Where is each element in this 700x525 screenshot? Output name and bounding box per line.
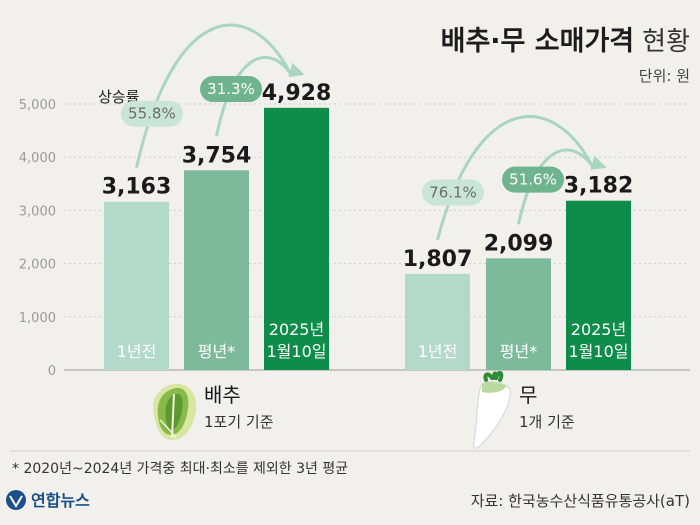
growth-rate-pill	[421, 179, 484, 206]
bar-value-label: 2,099	[484, 231, 554, 256]
y-tick-label: 2,000	[19, 258, 56, 273]
bar-value-label: 3,163	[102, 175, 172, 200]
bar	[566, 200, 631, 370]
logo-text: 연합뉴스	[31, 491, 90, 510]
y-tick-label: 0	[48, 364, 56, 379]
chart-title: 배추·무 소매가격	[441, 26, 635, 57]
yonhap-logo: 연합뉴스	[6, 490, 90, 510]
growth-rate-pill	[120, 100, 183, 127]
growth-arrowhead	[288, 62, 305, 77]
bar-category-label: 2025년	[571, 320, 626, 339]
unit-label: 단위: 원	[639, 67, 690, 85]
bar-category-label: 2025년	[269, 320, 324, 339]
growth-rate-value: 31.3%	[207, 80, 255, 98]
bar	[184, 170, 249, 370]
y-tick-label: 5,000	[19, 98, 56, 113]
bar-category-label: 평년*	[198, 342, 235, 361]
bar	[486, 258, 551, 370]
cabbage-icon	[153, 383, 197, 440]
growth-arrow	[517, 148, 594, 225]
y-tick-label: 3,000	[19, 204, 56, 219]
bar-value-label: 4,928	[262, 81, 332, 106]
bar	[104, 201, 169, 370]
bar	[405, 273, 470, 370]
growth-rate-pill	[502, 166, 565, 193]
y-tick-label: 4,000	[19, 151, 56, 166]
cabbage-group-sub: 1포기 기준	[204, 413, 274, 431]
growth-rate-value: 51.6%	[509, 171, 557, 189]
bar-category-label: 1년전	[418, 342, 458, 361]
growth-arrowhead	[590, 155, 607, 170]
bar-value-label: 1,807	[403, 247, 473, 272]
growth-rate-label: 상승률	[98, 88, 140, 106]
bar-category-label: 평년*	[500, 342, 537, 361]
bar-value-label: 3,182	[564, 174, 634, 199]
bar	[264, 107, 329, 371]
radish-group-sub: 1개 기준	[519, 413, 575, 431]
growth-rate-pill	[200, 76, 263, 103]
bar-category-label: 1년전	[117, 342, 157, 361]
cabbage-group-name: 배추	[204, 383, 241, 407]
growth-arrow	[215, 56, 292, 137]
growth-rate-value: 76.1%	[429, 183, 477, 201]
y-tick-label: 1,000	[19, 311, 56, 326]
growth-rate-value: 55.8%	[128, 105, 176, 123]
chart-title-suffix: 현황	[642, 27, 690, 57]
source-note: 자료: 한국농수산식품유통공사(aT)	[471, 492, 690, 510]
bar-category-label: 1월10일	[569, 342, 629, 361]
footnote: * 2020년~2024년 가격중 최대·최소를 제외한 3년 평균	[12, 461, 348, 477]
radish-group-name: 무	[519, 383, 537, 407]
bar-category-label: 1월10일	[267, 342, 327, 361]
radish-icon	[473, 371, 511, 449]
bar-value-label: 3,754	[182, 143, 252, 168]
